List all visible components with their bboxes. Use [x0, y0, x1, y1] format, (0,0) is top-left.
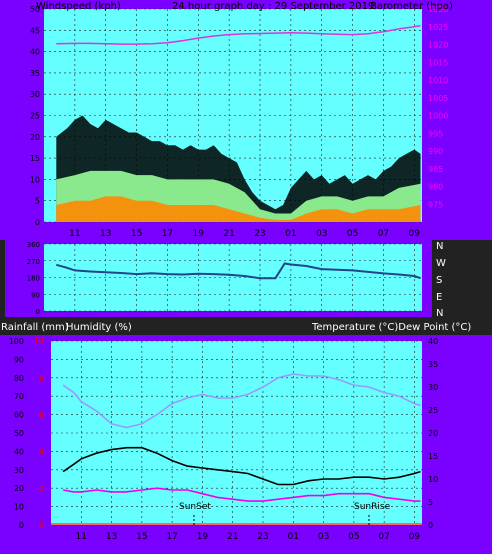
y-tick-label: 20	[30, 133, 40, 142]
y-tick-label: 50	[30, 5, 40, 14]
x-tick-label: 11	[69, 229, 80, 239]
x-tick-label: 07	[378, 532, 389, 542]
x-tick-label: 19	[197, 532, 209, 542]
x-tick-label: 03	[318, 532, 329, 542]
temperature-tick-label: 15	[428, 452, 438, 461]
y-right-tick-label: 1000	[428, 112, 448, 121]
temperature-humidity-line	[62, 446, 421, 486]
y-right-tick-label: 980	[428, 183, 443, 192]
x-tick-label: 23	[257, 532, 268, 542]
sunrise-label: SunRise	[354, 502, 391, 512]
x-tick-label: 15	[136, 532, 147, 542]
y-right-tick-label: 990	[428, 147, 443, 156]
temperature-tick-label: 40	[428, 337, 438, 346]
temperature-tick-label: 30	[428, 383, 438, 392]
x-tick-label: 05	[347, 229, 358, 239]
y-right-tick-label: 1010	[428, 76, 448, 85]
direction-label-s: S	[436, 275, 442, 286]
x-tick-label: 01	[288, 532, 299, 542]
temperature-tick-label: 35	[428, 360, 438, 369]
y-right-tick-label: 985	[428, 165, 443, 174]
y-tick-label: 30	[30, 90, 40, 99]
x-tick-label: 11	[76, 532, 87, 542]
y-tick-label: 15	[30, 154, 40, 163]
y-tick-label: 360	[27, 241, 40, 249]
graph-date-title: 24 hour graph day : 29 September 2019	[172, 1, 374, 12]
x-tick-label: 21	[223, 229, 234, 239]
y-right-tick-label: 995	[428, 129, 443, 138]
x-tick-label: 17	[162, 229, 173, 239]
x-tick-label: 09	[409, 229, 421, 239]
direction-label-e: E	[436, 292, 442, 303]
humidity-tick-label: 10	[14, 503, 24, 512]
y-right-tick-label: 1020	[428, 41, 448, 50]
x-tick-label: 03	[316, 229, 327, 239]
y-tick-label: 45	[30, 26, 40, 35]
x-tick-label: 21	[227, 532, 238, 542]
x-tick-label: 09	[409, 532, 421, 542]
sunset-label: SunSet	[179, 502, 211, 512]
rainfall-axis-title: Rainfall (mm)	[1, 322, 69, 333]
humidity-tick-label: 20	[14, 484, 24, 493]
y-right-tick-label: 1030	[428, 5, 448, 14]
y-tick-label: 35	[30, 69, 40, 78]
y-tick-label: 5	[35, 197, 40, 206]
humidity-axis-title: Humidity (%)	[66, 322, 132, 333]
rainfall-tick-label: 10	[34, 337, 44, 346]
y-right-tick-label: 1005	[428, 94, 448, 103]
direction-label-w: W	[436, 258, 446, 269]
y-right-tick-label: 975	[428, 200, 443, 209]
rainfall-tick-label: 0	[39, 521, 44, 530]
direction-label-n-bottom: N	[436, 308, 443, 319]
rainfall-tick-label: 2	[39, 484, 44, 493]
temperature-tick-label: 10	[428, 475, 438, 484]
humidity-tick-label: 60	[14, 411, 24, 420]
x-tick-label: 07	[378, 229, 389, 239]
barometer-axis-title: Barometer (hpa)	[370, 1, 453, 12]
x-tick-label: 15	[131, 229, 142, 239]
wind-direction-line	[56, 262, 421, 280]
humidity-tick-label: 90	[14, 355, 24, 364]
temperature-humidity-line	[62, 373, 421, 429]
y-tick-label: 270	[27, 258, 40, 266]
humidity-tick-label: 30	[14, 466, 24, 475]
temperature-tick-label: 5	[428, 498, 433, 507]
temperature-tick-label: 20	[428, 429, 438, 438]
x-tick-label: 13	[106, 532, 117, 542]
y-tick-label: 40	[30, 48, 40, 57]
y-tick-label: 90	[31, 291, 40, 299]
rainfall-tick-label: 4	[39, 447, 44, 456]
temperature-tick-label: 25	[428, 406, 438, 415]
y-tick-label: 0	[36, 308, 40, 316]
x-tick-label: 23	[254, 229, 265, 239]
y-right-tick-label: 1025	[428, 23, 448, 32]
y-tick-label: 180	[27, 275, 40, 283]
humidity-tick-label: 70	[14, 392, 24, 401]
x-tick-label: 13	[100, 229, 111, 239]
humidity-tick-label: 80	[14, 374, 24, 383]
y-tick-label: 10	[30, 175, 40, 184]
y-tick-label: 0	[35, 218, 40, 227]
rainfall-tick-label: 8	[39, 374, 44, 383]
x-tick-label: 05	[348, 532, 359, 542]
x-tick-label: 01	[285, 229, 296, 239]
rainfall-tick-label: 6	[39, 411, 44, 420]
y-tick-label: 25	[30, 112, 40, 121]
wind-series-area	[56, 196, 421, 222]
temperature-humidity-line	[62, 487, 421, 502]
y-right-tick-label: 1015	[428, 58, 448, 67]
x-tick-label: 19	[193, 229, 205, 239]
temperature-tick-label: 0	[428, 521, 433, 530]
humidity-tick-label: 0	[19, 521, 24, 530]
humidity-tick-label: 100	[9, 337, 24, 346]
humidity-tick-label: 40	[14, 447, 24, 456]
barometer-line	[56, 24, 421, 45]
x-tick-label: 17	[166, 532, 177, 542]
windspeed-axis-title: Windspeed (kph)	[36, 1, 121, 12]
temperature-axis-title: Temperature (°C)Dew Point (°C)	[311, 322, 471, 333]
direction-label-n-top: N	[436, 241, 443, 252]
humidity-tick-label: 50	[14, 429, 24, 438]
